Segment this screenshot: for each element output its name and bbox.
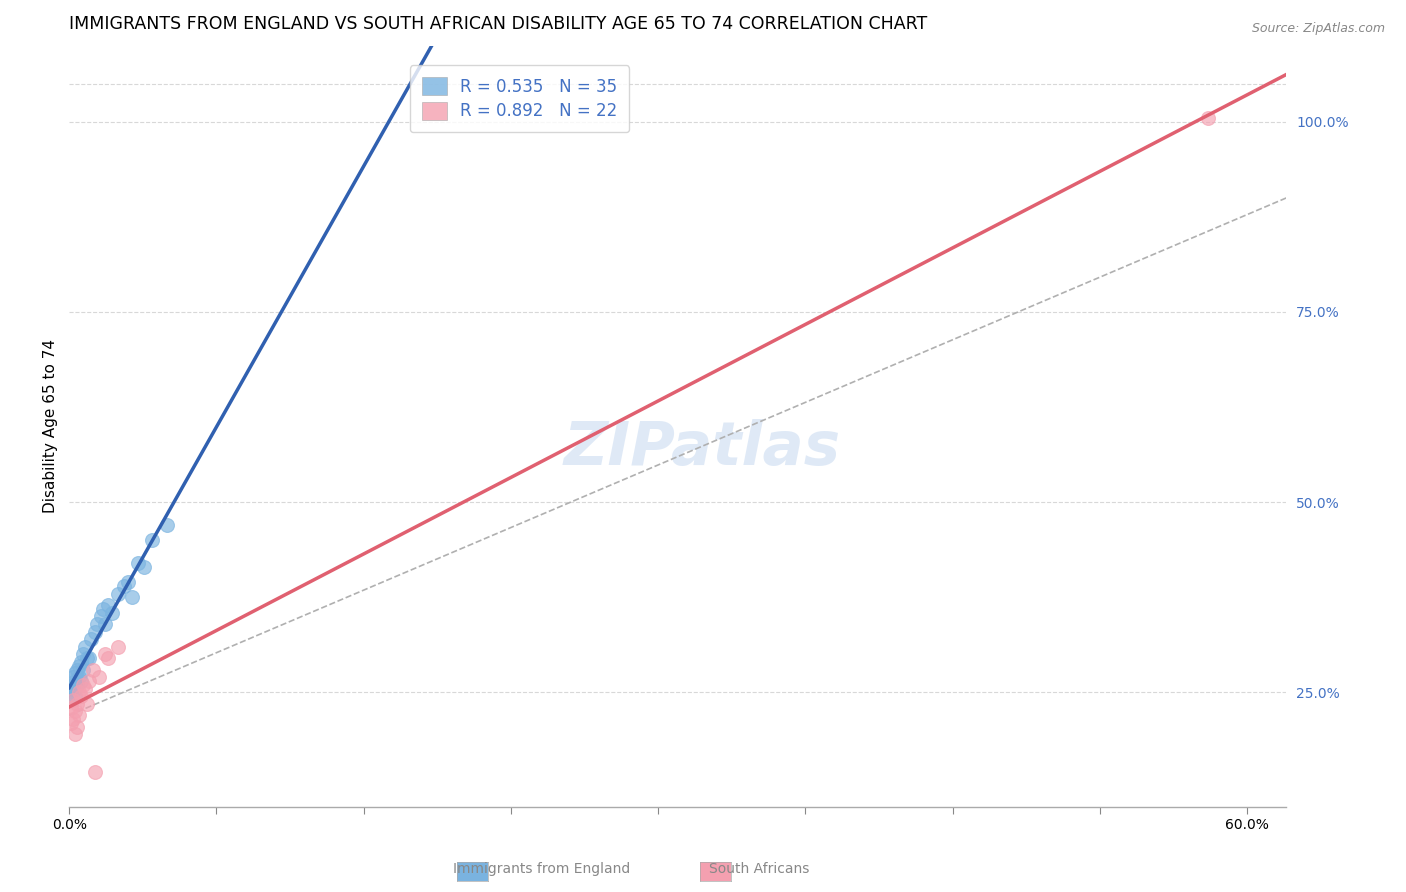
Point bbox=[72, 663, 94, 677]
Text: Immigrants from England: Immigrants from England bbox=[453, 862, 630, 876]
Point bbox=[77, 673, 100, 688]
Point bbox=[86, 617, 108, 632]
Point bbox=[83, 765, 105, 780]
Point bbox=[66, 697, 89, 711]
Y-axis label: Disability Age 65 to 74: Disability Age 65 to 74 bbox=[44, 339, 58, 513]
Text: South Africans: South Africans bbox=[709, 862, 810, 876]
Point bbox=[70, 655, 93, 669]
Point bbox=[63, 673, 86, 688]
Point bbox=[63, 727, 86, 741]
Point bbox=[156, 518, 179, 533]
Point bbox=[67, 708, 90, 723]
Point bbox=[60, 690, 83, 704]
Point bbox=[62, 678, 84, 692]
Point bbox=[93, 617, 115, 632]
Point bbox=[77, 651, 100, 665]
Point bbox=[72, 678, 94, 692]
Point bbox=[63, 690, 86, 704]
Point bbox=[97, 651, 120, 665]
Point bbox=[66, 720, 89, 734]
Point bbox=[73, 640, 96, 654]
Point bbox=[101, 606, 124, 620]
Point bbox=[67, 685, 90, 699]
Point bbox=[72, 648, 94, 662]
Point bbox=[60, 700, 83, 714]
Point bbox=[132, 560, 155, 574]
Point bbox=[63, 666, 86, 681]
Legend: R = 0.535   N = 35, R = 0.892   N = 22: R = 0.535 N = 35, R = 0.892 N = 22 bbox=[411, 65, 628, 132]
Point bbox=[60, 681, 83, 696]
Point bbox=[70, 690, 93, 704]
Point bbox=[83, 624, 105, 639]
Point bbox=[70, 673, 93, 688]
Point bbox=[67, 670, 90, 684]
Point bbox=[1197, 111, 1219, 125]
Point bbox=[97, 598, 120, 612]
Text: ZIPatlas: ZIPatlas bbox=[564, 419, 841, 478]
Point bbox=[141, 533, 163, 548]
Point bbox=[91, 601, 114, 615]
Point bbox=[76, 697, 98, 711]
Text: Source: ZipAtlas.com: Source: ZipAtlas.com bbox=[1251, 22, 1385, 36]
Point bbox=[80, 632, 103, 647]
Point bbox=[82, 663, 104, 677]
Point bbox=[107, 640, 129, 654]
Point bbox=[76, 651, 98, 665]
Point bbox=[73, 681, 96, 696]
Point bbox=[62, 712, 84, 726]
Point bbox=[117, 575, 139, 590]
Point bbox=[62, 693, 84, 707]
Point bbox=[62, 685, 84, 699]
Point bbox=[62, 670, 84, 684]
Point bbox=[127, 556, 149, 570]
Point bbox=[90, 609, 112, 624]
Point bbox=[112, 579, 135, 593]
Point bbox=[66, 678, 89, 692]
Point bbox=[63, 705, 86, 719]
Point bbox=[66, 663, 89, 677]
Point bbox=[107, 586, 129, 600]
Point bbox=[60, 715, 83, 730]
Text: IMMIGRANTS FROM ENGLAND VS SOUTH AFRICAN DISABILITY AGE 65 TO 74 CORRELATION CHA: IMMIGRANTS FROM ENGLAND VS SOUTH AFRICAN… bbox=[69, 15, 928, 33]
Point bbox=[93, 648, 115, 662]
Point bbox=[121, 591, 143, 605]
Point bbox=[87, 670, 110, 684]
Point bbox=[67, 658, 90, 673]
